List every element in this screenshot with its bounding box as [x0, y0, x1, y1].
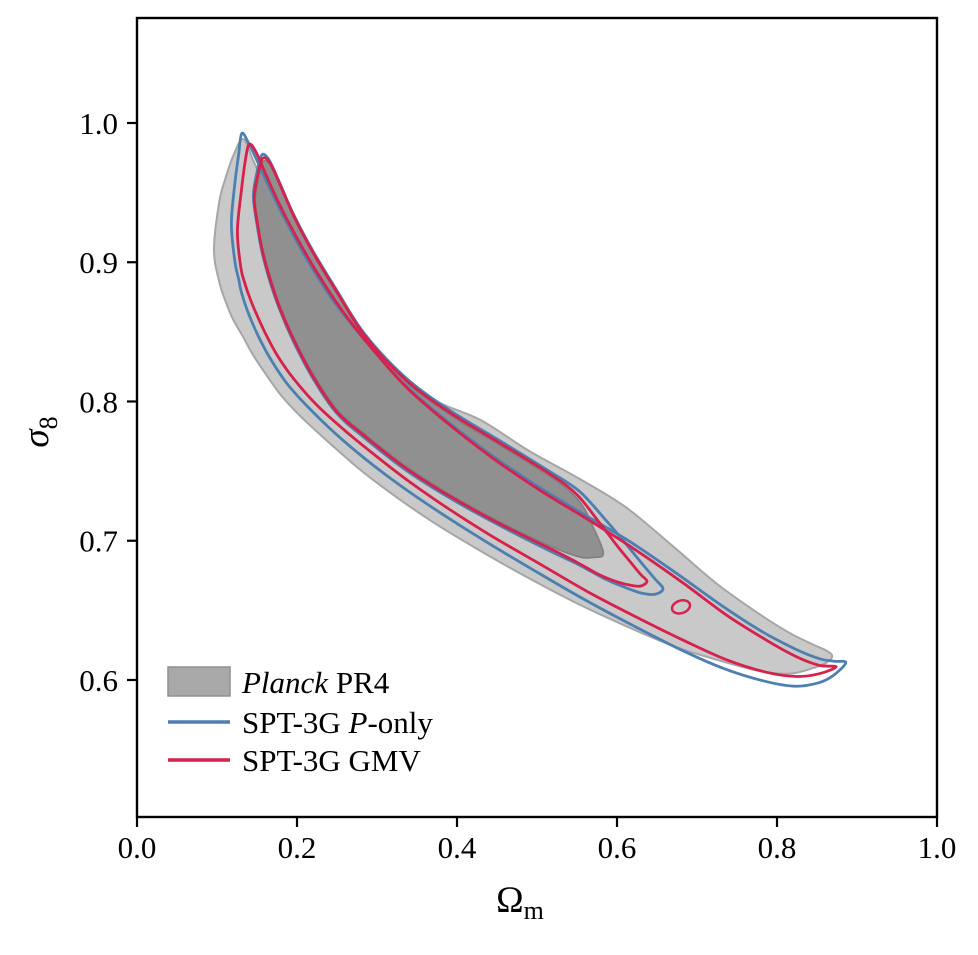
- x-tick-label: 0.2: [278, 830, 317, 865]
- contour-layers: [212, 131, 848, 688]
- spt3g-p-only-2sigma-contour: [229, 131, 848, 688]
- y-tick-label: 0.9: [79, 245, 118, 280]
- legend-label-planck-pr4: Planck PR4: [241, 665, 390, 700]
- x-tick-label: 0.6: [598, 830, 637, 865]
- legend-swatch-planck-pr4: [167, 666, 231, 697]
- spt3g-gmv-island-contour: [670, 599, 692, 615]
- spt3g-gmv-1sigma-contour: [252, 156, 649, 588]
- axes-frame: [135, 16, 939, 819]
- y-tick-label: 0.7: [79, 524, 118, 559]
- x-axis-ticks: 0.0 0.2 0.4 0.6 0.8 1.0: [118, 817, 957, 865]
- spt3g-gmv-2sigma-contour: [235, 142, 838, 678]
- x-axis-label: Ωm: [496, 880, 544, 925]
- x-tick-label: 1.0: [918, 830, 957, 865]
- y-tick-label: 0.8: [79, 384, 118, 419]
- y-tick-label: 0.6: [79, 663, 118, 698]
- legend-label-spt-3g-p-only: SPT-3G P-only: [242, 705, 433, 740]
- x-tick-label: 0.8: [758, 830, 797, 865]
- legend-label-spt-3g-gmv: SPT-3G GMV: [242, 743, 421, 778]
- x-tick-label: 0.0: [118, 830, 157, 865]
- x-tick-label: 0.4: [438, 830, 477, 865]
- y-axis-ticks: 1.0 0.9 0.8 0.7 0.6: [79, 106, 137, 698]
- y-axis-label: σ8: [16, 416, 63, 447]
- y-tick-label: 1.0: [79, 106, 118, 141]
